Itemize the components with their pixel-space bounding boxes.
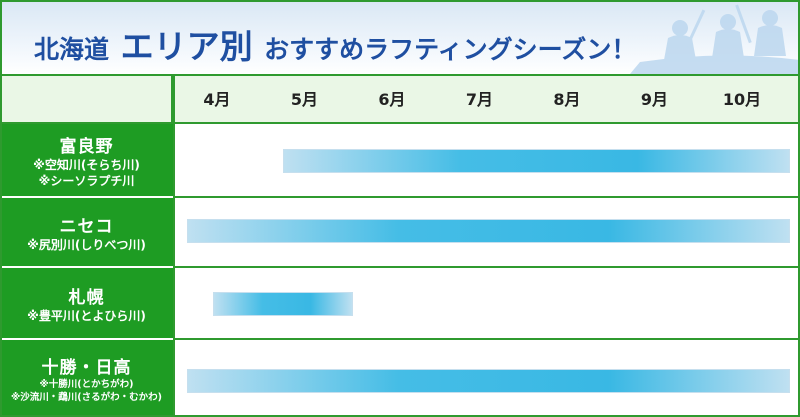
month-label: 4月 [203,90,231,109]
page-title: 北海道 エリア別 おすすめラフティングシーズン！ [34,20,636,68]
area-label-furano: 富良野 ※空知川(そらち川) ※シーソラプチ川 [0,124,173,198]
month-label: 5月 [290,90,319,109]
river-name: ※豊平川(とよひら川) [27,308,146,323]
season-grid: 4月 5月 6月 7月 8月 9月 10月 富良野 ※空知川(そらち川) ※シーソラプチ川 … [0,76,800,417]
month-label: 8月 [553,90,581,109]
river-name: ※十勝川(とかちがわ) [39,379,134,390]
season-bar [213,292,354,316]
month-header-row: 4月 5月 6月 7月 8月 9月 10月 [0,76,800,124]
month-label: 6月 [378,90,406,109]
river-name: ※沙流川・鵡川(さるがわ・むかわ) [11,392,162,403]
title-bar: 北海道 エリア別 おすすめラフティングシーズン！ [0,0,800,76]
area-name: 十勝・日高 [41,358,132,378]
month-label: 9月 [640,90,669,109]
area-name: ニセコ [59,216,114,237]
label-divider [173,76,175,417]
area-label-sapporo: 札幌 ※豊平川(とよひら川) [0,268,173,340]
month-label: 7月 [465,90,494,109]
season-lane-niseko [173,198,800,268]
season-lane-furano [173,124,800,198]
river-name: ※空知川(そらち川) [33,157,140,172]
area-name: 富良野 [59,136,114,157]
river-name: ※シーソラプチ川 [38,173,135,188]
season-bar [283,149,790,173]
month-label: 10月 [722,90,762,109]
season-bar [187,219,790,243]
season-lane-sapporo [173,268,800,340]
title-suffix: おすすめラフティングシーズン！ [264,35,637,64]
river-name: ※尻別川(しりべつ川) [27,237,146,252]
area-name: 札幌 [68,287,105,308]
header-corner [0,76,173,122]
title-prefix: 北海道 [34,35,110,64]
title-emphasis: エリア別 [120,27,253,66]
season-bar [187,369,790,393]
area-label-tokachi-hidaka: 十勝・日高 ※十勝川(とかちがわ) ※沙流川・鵡川(さるがわ・むかわ) [0,340,173,417]
area-label-niseko: ニセコ ※尻別川(しりべつ川) [0,198,173,268]
rafters-illustration [630,4,800,74]
